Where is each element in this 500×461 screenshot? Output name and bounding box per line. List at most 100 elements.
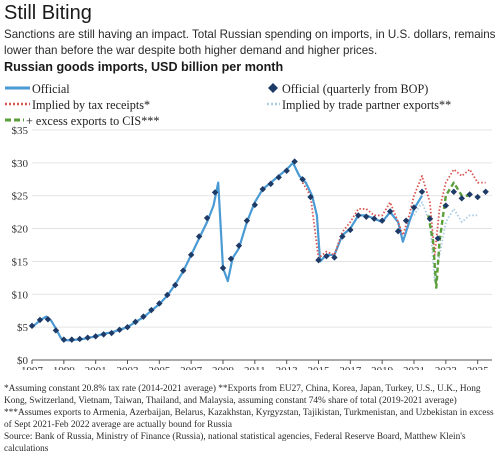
quarterly-marker: [267, 180, 274, 188]
quarterly-marker: [291, 158, 298, 165]
legend-swatch-trade: [267, 102, 280, 106]
quarterly-marker: [203, 214, 211, 222]
legend-item-official-quarterly: Official (quarterly from BOP): [266, 82, 428, 97]
quarterly-marker: [219, 264, 227, 272]
imports-line-chart: $0 $5 $10 $15 $20 $25 $30 $35 1997 1999 2001 2003 20…: [12, 125, 492, 370]
legend-label-tax-receipts: Implied by tax receipts*: [32, 98, 151, 112]
y-tick-label: $10: [12, 289, 29, 301]
y-tick-label: $0: [17, 355, 29, 367]
quarterly-marker: [156, 300, 163, 307]
quarterly-marker: [116, 326, 123, 333]
x-tick-label: 2019: [371, 365, 394, 370]
quarterly-marker: [410, 204, 418, 211]
series-line-trade-partner: [413, 201, 478, 283]
quarterly-marker: [235, 242, 243, 249]
quarterly-marker: [378, 217, 386, 224]
series-line-tax-receipts: [301, 168, 486, 260]
x-tick-label: 2017: [339, 365, 362, 370]
quarterly-marker: [243, 217, 251, 224]
quarterly-marker: [251, 201, 259, 209]
quarterly-marker: [474, 193, 481, 201]
quarterly-marker: [68, 336, 75, 343]
quarterly-marker: [355, 212, 362, 219]
chart-heading: Russian goods imports, USD billion per m…: [4, 60, 284, 74]
chart-title: Still Biting: [4, 2, 92, 24]
series-line-cis: [427, 181, 470, 289]
quarterly-marker: [28, 322, 36, 330]
y-tick-label: $15: [12, 256, 29, 268]
legend-item-official: Official: [4, 82, 70, 97]
quarterly-marker: [52, 327, 60, 334]
legend-swatch-tax: [5, 102, 30, 106]
x-tick-label: 2009: [212, 365, 235, 370]
y-tick-label: $5: [17, 322, 29, 334]
series-line-official: [31, 161, 423, 342]
quarterly-marker: [426, 215, 434, 222]
x-tick-label: 2001: [85, 365, 107, 370]
legend-item-cis: + excess exports to CIS***: [4, 114, 159, 129]
x-tick-label: 2003: [117, 365, 140, 370]
quarterly-marker: [195, 233, 203, 240]
quarterly-marker: [84, 334, 91, 341]
quarterly-marker: [172, 281, 179, 289]
quarterly-marker: [211, 189, 219, 196]
quarterly-marker: [44, 316, 52, 323]
x-tick-label: 1999: [53, 365, 76, 370]
y-tick-label: $25: [12, 191, 29, 203]
quarterly-marker: [36, 316, 44, 324]
x-tick-label: 2021: [403, 365, 425, 370]
legend-item-trade-partner: Implied by trade partner exports**: [266, 98, 451, 113]
quarterly-marker: [371, 215, 378, 222]
chart-subtitle: Sanctions are still having an impact. To…: [4, 28, 496, 57]
quarterly-marker: [307, 193, 314, 201]
x-tick-label: 2011: [244, 365, 266, 370]
x-tick-label: 2025: [467, 365, 490, 370]
legend-label-official-quarterly: Official (quarterly from BOP): [282, 82, 429, 96]
x-tick-label: 2015: [308, 365, 331, 370]
quarterly-marker: [227, 255, 235, 262]
y-tick-label: $30: [12, 158, 29, 170]
quarterly-marker: [76, 335, 83, 343]
legend-swatch-quarterly: [268, 83, 278, 93]
quarterly-marker: [394, 228, 402, 235]
legend-label-trade-partner: Implied by trade partner exports**: [282, 98, 452, 112]
legend-label-cis: + excess exports to CIS***: [26, 114, 160, 128]
quarterly-marker: [418, 188, 426, 195]
quarterly-marker: [108, 329, 115, 337]
quarterly-marker: [323, 252, 330, 260]
footnote: *Assuming constant 20.8% tax rate (2014-…: [4, 383, 496, 456]
legend-swatch-official: [5, 86, 30, 90]
legend-item-tax-receipts: Implied by tax receipts*: [4, 98, 150, 113]
quarterly-marker: [442, 202, 450, 209]
x-tick-label: 2007: [180, 365, 203, 370]
quarterly-marker: [259, 185, 266, 193]
x-tick-label: 1997: [21, 365, 44, 370]
legend-label-official: Official: [32, 82, 70, 96]
source-note: Source: Bank of Russia, Ministry of Fina…: [4, 432, 466, 455]
quarterly-marker: [347, 226, 354, 234]
quarterly-marker: [299, 176, 306, 183]
y-tick-label: $20: [12, 224, 29, 236]
quarterly-marker: [187, 251, 195, 259]
quarterly-marker: [363, 213, 370, 220]
x-tick-label: 2013: [276, 365, 299, 370]
quarterly-marker: [339, 233, 346, 240]
quarterly-marker: [402, 217, 410, 224]
y-tick-label: $35: [12, 125, 29, 137]
x-tick-label: 2023: [435, 365, 458, 370]
footnote-notes: *Assuming constant 20.8% tax rate (2014-…: [4, 384, 494, 431]
quarterly-marker: [331, 254, 338, 261]
legend-swatch-cis: [5, 118, 24, 122]
quarterly-marker: [275, 174, 282, 181]
x-tick-label: 2005: [148, 365, 171, 370]
quarterly-marker: [386, 208, 394, 215]
quarterly-marker: [482, 188, 489, 195]
quarterly-marker: [140, 313, 147, 320]
quarterly-marker: [450, 188, 457, 195]
quarterly-marker: [434, 235, 442, 242]
quarterly-marker: [458, 195, 465, 202]
quarterly-marker: [164, 291, 171, 299]
quarterly-marker: [180, 267, 187, 274]
quarterly-marker: [92, 333, 99, 340]
legend: Official Official (quarterly from BOP) I…: [4, 76, 498, 128]
